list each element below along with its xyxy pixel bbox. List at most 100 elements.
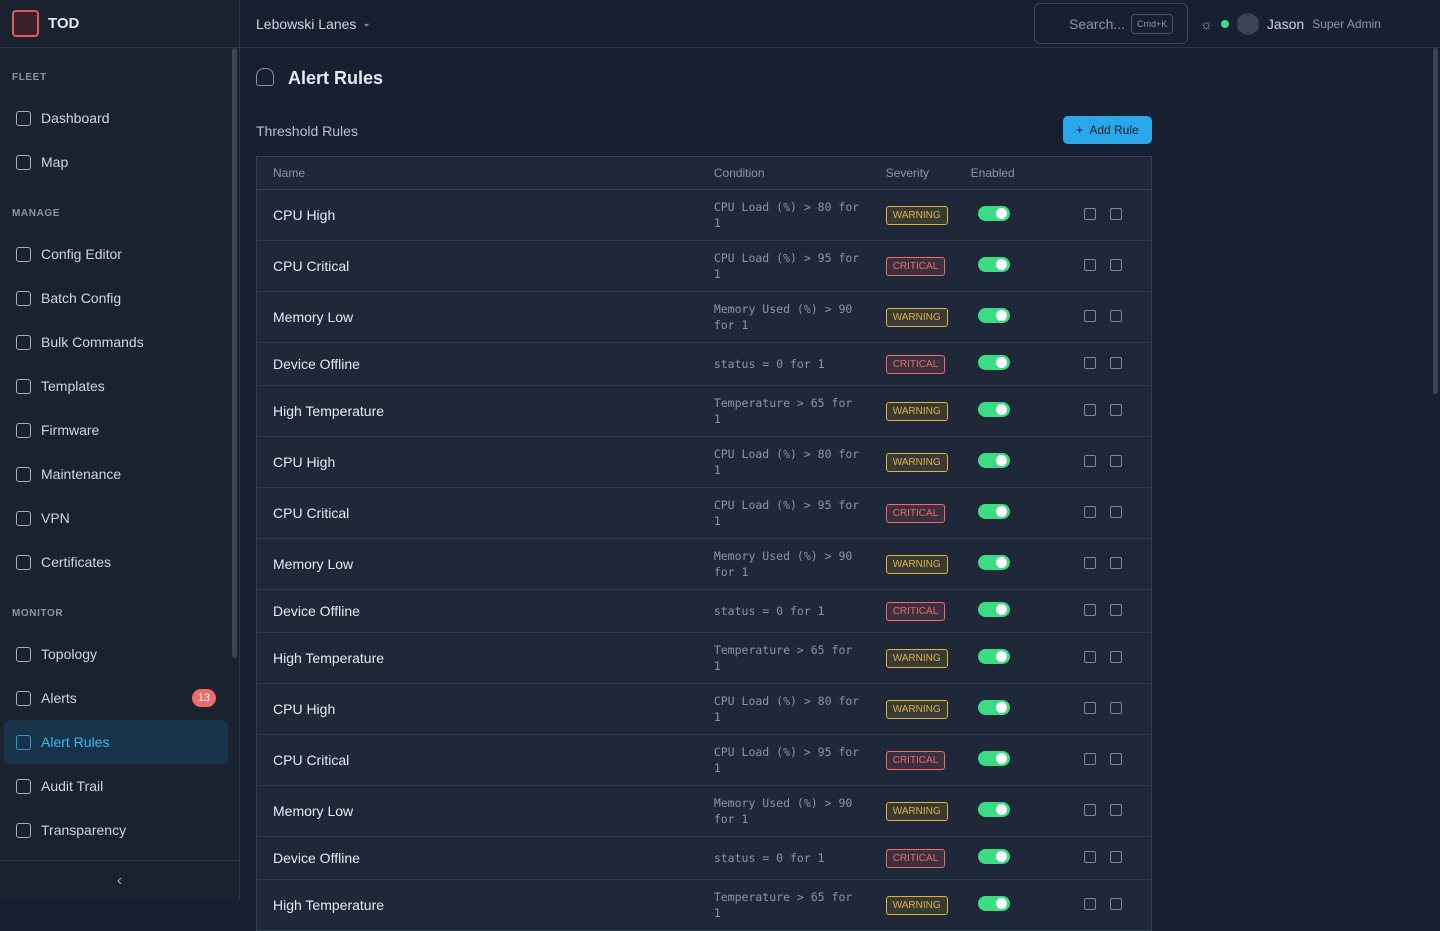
page-title: Alert Rules — [288, 68, 384, 88]
nav-item[interactable]: Alert Rules — [4, 720, 228, 764]
edit-button[interactable] — [1083, 208, 1096, 220]
enabled-toggle[interactable] — [977, 206, 1010, 221]
enabled-toggle[interactable] — [977, 602, 1010, 617]
logo — [12, 10, 39, 37]
enabled-toggle[interactable] — [977, 402, 1010, 417]
actions-cell — [1053, 240, 1152, 292]
spacer — [4, 584, 228, 608]
severity-cell: CRITICAL — [869, 240, 955, 292]
delete-button[interactable] — [1109, 702, 1122, 714]
delete-button[interactable] — [1109, 651, 1122, 663]
delete-button[interactable] — [1109, 208, 1122, 220]
delete-button[interactable] — [1109, 455, 1122, 467]
enabled-toggle[interactable] — [977, 896, 1010, 911]
severity-cell: CRITICAL — [869, 836, 955, 880]
edit-button[interactable] — [1083, 604, 1096, 616]
edit-button[interactable] — [1083, 357, 1096, 369]
edit-button[interactable] — [1083, 753, 1096, 765]
rule-condition: Memory Used (%) > 90 for 1 — [697, 538, 870, 590]
severity-badge: WARNING — [885, 649, 948, 668]
enabled-toggle[interactable] — [977, 504, 1010, 519]
nav-label: Alerts — [41, 690, 77, 706]
column-header: Name — [256, 156, 698, 190]
org-switcher[interactable]: Lebowski Lanes — [256, 15, 357, 32]
sidebar: TOD FLEET Dashboard Map MANAGE Config Editor… — [0, 0, 240, 900]
edit-button[interactable] — [1083, 259, 1096, 271]
rule-name: Device Offline — [256, 589, 698, 633]
enabled-cell — [954, 487, 1054, 539]
nav-item[interactable]: Templates — [4, 364, 228, 408]
severity-cell: WARNING — [869, 436, 955, 488]
nav-item[interactable]: Map — [4, 140, 228, 184]
actions-cell — [1053, 879, 1152, 931]
collapse-button[interactable]: ‹ — [0, 860, 239, 900]
enabled-toggle[interactable] — [977, 802, 1010, 817]
edit-button[interactable] — [1083, 557, 1096, 569]
edit-button[interactable] — [1083, 702, 1096, 714]
search[interactable]: Search... Cmd+K — [1034, 3, 1188, 44]
enabled-toggle[interactable] — [977, 453, 1010, 468]
edit-button[interactable] — [1083, 804, 1096, 816]
delete-button[interactable] — [1109, 404, 1122, 416]
enabled-toggle[interactable] — [977, 308, 1010, 323]
edit-button[interactable] — [1083, 506, 1096, 518]
nav-item[interactable]: Topology — [4, 632, 228, 676]
nav-item[interactable]: Bulk Commands — [4, 320, 228, 364]
severity-cell: CRITICAL — [869, 734, 955, 786]
nav-item[interactable]: Dashboard — [4, 96, 228, 140]
rule-row: Device Offline status = 0 for 1 CRITICAL — [256, 589, 1152, 633]
delete-button[interactable] — [1109, 310, 1122, 322]
enabled-toggle[interactable] — [977, 555, 1010, 570]
delete-button[interactable] — [1109, 604, 1122, 616]
enabled-toggle[interactable] — [977, 751, 1010, 766]
rule-row: Memory Low Memory Used (%) > 90 for 1 WARN… — [256, 785, 1152, 837]
edit-button[interactable] — [1083, 404, 1096, 416]
edit-button[interactable] — [1083, 455, 1096, 467]
edit-button[interactable] — [1083, 651, 1096, 663]
nav-item[interactable]: Batch Config — [4, 276, 228, 320]
nav-item[interactable]: Transparency — [4, 808, 228, 852]
enabled-toggle[interactable] — [977, 700, 1010, 715]
delete-button[interactable] — [1109, 753, 1122, 765]
nav-item[interactable]: VPN — [4, 496, 228, 540]
enabled-cell — [954, 385, 1054, 437]
delete-button[interactable] — [1109, 804, 1122, 816]
nav-item[interactable]: Firmware — [4, 408, 228, 452]
delete-button[interactable] — [1109, 357, 1122, 369]
rule-row: CPU Critical CPU Load (%) > 95 for 1 CRITI… — [256, 734, 1152, 786]
nav-label: Topology — [41, 646, 98, 662]
nav-item[interactable]: Audit Trail — [4, 764, 228, 808]
edit-button[interactable] — [1083, 310, 1096, 322]
nav-item[interactable]: Reports — [4, 852, 228, 860]
severity-cell: WARNING — [869, 189, 955, 241]
brand[interactable]: TOD — [0, 0, 239, 48]
enabled-toggle[interactable] — [977, 649, 1010, 664]
nav-item[interactable]: Certificates — [4, 540, 228, 584]
severity-badge: WARNING — [885, 402, 948, 421]
nav-icon — [16, 466, 31, 482]
enabled-toggle[interactable] — [977, 257, 1010, 272]
add-rule-button[interactable]: + Add Rule — [1063, 116, 1152, 144]
rule-row: Memory Low Memory Used (%) > 90 for 1 WARN… — [256, 291, 1152, 343]
nav-label: Bulk Commands — [41, 334, 144, 350]
nav-item[interactable]: Alerts 13 — [4, 676, 228, 720]
rule-name: CPU Critical — [256, 734, 698, 786]
enabled-toggle[interactable] — [977, 355, 1010, 370]
nav-item[interactable]: Config Editor — [4, 232, 228, 276]
delete-button[interactable] — [1109, 851, 1122, 863]
enabled-cell — [954, 879, 1054, 931]
edit-button[interactable] — [1083, 851, 1096, 863]
rule-condition: CPU Load (%) > 95 for 1 — [697, 734, 870, 786]
enabled-toggle[interactable] — [977, 849, 1010, 864]
rule-name: CPU High — [256, 436, 698, 488]
delete-button[interactable] — [1109, 259, 1122, 271]
actions-cell — [1053, 538, 1152, 590]
delete-button[interactable] — [1109, 506, 1122, 518]
rule-name: Device Offline — [256, 342, 698, 386]
nav-item[interactable]: Maintenance — [4, 452, 228, 496]
enabled-cell — [954, 538, 1054, 590]
enabled-cell — [954, 632, 1054, 684]
delete-button[interactable] — [1109, 557, 1122, 569]
user-menu[interactable]: ☼ Jason Super Admin — [1200, 0, 1381, 48]
theme-toggle[interactable]: ☼ — [1200, 16, 1213, 32]
